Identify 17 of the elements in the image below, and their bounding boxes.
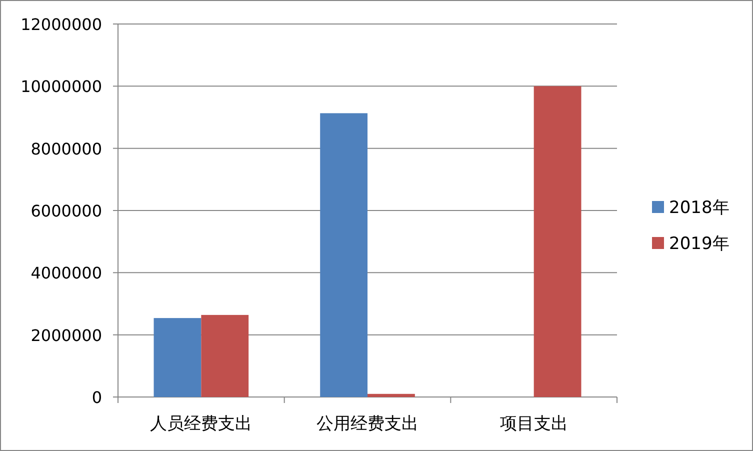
y-tick-label: 0 — [92, 388, 102, 407]
bar — [320, 113, 368, 397]
legend-label: 2018年 — [669, 198, 730, 218]
x-tick-label: 公用经费支出 — [316, 414, 418, 434]
y-tick-label: 8000000 — [30, 139, 102, 158]
y-tick-label: 10000000 — [20, 77, 102, 96]
bar — [201, 314, 249, 397]
bar — [368, 394, 415, 397]
y-tick-label: 6000000 — [30, 202, 102, 220]
x-tick-label: 项目支出 — [500, 414, 568, 434]
bar — [534, 86, 582, 397]
legend-label: 2019年 — [669, 234, 730, 254]
x-tick-label: 人员经费支出 — [150, 414, 252, 434]
bar — [154, 318, 202, 397]
y-tick-label: 2000000 — [30, 326, 102, 345]
y-tick-label: 4000000 — [30, 264, 102, 283]
y-tick-label: 12000000 — [20, 15, 102, 34]
